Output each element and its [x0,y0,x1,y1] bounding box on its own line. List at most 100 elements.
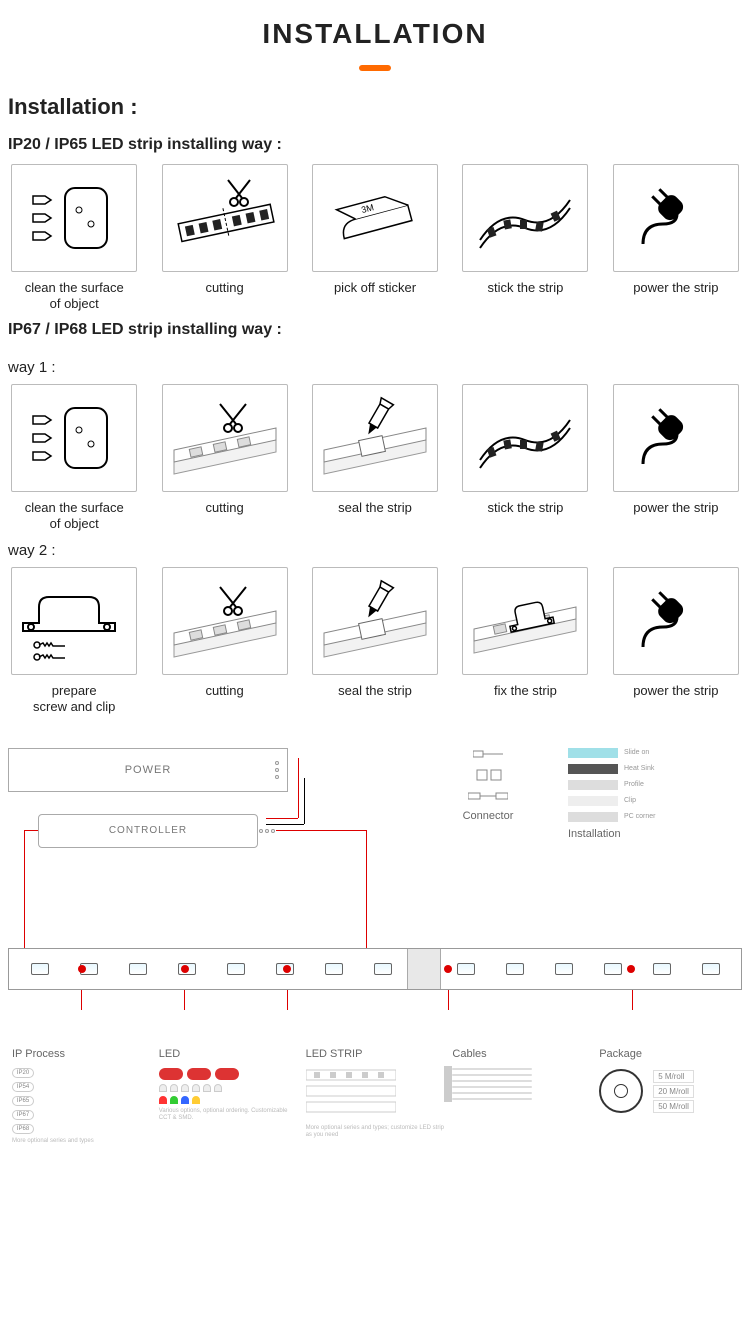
connector-mini-section: Connector [428,748,548,822]
w2-step-3-icon [462,567,588,675]
way2-label: way 2 : [0,532,750,567]
connector-3-icon [468,790,508,802]
connector-1-icon [473,748,503,760]
cables-header: Cables [452,1048,591,1060]
w1-step-3: stick the strip [459,384,591,533]
package-col: Package 5 M/roll20 M/roll50 M/roll [595,1048,742,1145]
w1-step-1-icon [162,384,288,492]
w1-step-0: clean the surfaceof object [8,384,140,533]
package-size: 50 M/roll [653,1100,694,1113]
power-box: POWER [8,748,288,792]
cables-col: Cables [448,1048,595,1145]
group2-title: IP67 / IP68 LED strip installing way : [0,313,750,349]
pin-0 [78,965,86,973]
strip-samples-icon [306,1068,396,1118]
w2-step-0: preparescrew and clip [8,567,140,716]
g1-step-2-label: pick off sticker [334,280,416,296]
ip-swatch: IP65 [12,1096,34,1106]
g1-step-0-label: clean the surfaceof object [25,280,124,313]
led-col: LED Various options, optional ordering. … [155,1048,302,1145]
w2-step-4: power the strip [610,567,742,716]
pin-4 [627,965,635,973]
w1-step-4-icon [613,384,739,492]
w1-step-0-label: clean the surfaceof object [25,500,124,533]
connector-label: Connector [428,810,548,822]
installation-mini-section: Slide on Heat Sink Profile Clip PC corner In… [568,748,738,840]
title-underline [0,58,750,76]
w2-step-2-icon [312,567,438,675]
ip-swatch: IP20 [12,1068,34,1078]
w1-step-3-icon [462,384,588,492]
w2-step-0-label: preparescrew and clip [33,683,115,716]
ip-footnote: More optional series and types [12,1138,151,1145]
install-mini-row: Heat Sink [568,764,738,774]
w2-step-3-label: fix the strip [494,683,557,699]
strip-connector [407,949,441,989]
controller-label: CONTROLLER [109,825,187,836]
bottom-detail-row: IP Process IP20IP54IP65IP67IP68 More opt… [8,1048,742,1145]
w1-step-3-label: stick the strip [487,500,563,516]
led-strip-diagram [8,948,742,990]
led-pill [159,1068,183,1080]
w2-step-1: cutting [158,567,290,716]
g1-step-0-icon [11,164,137,272]
w2-step-1-icon [162,567,288,675]
package-header: Package [599,1048,738,1060]
pin-3 [444,965,452,973]
ip-process-col: IP Process IP20IP54IP65IP67IP68 More opt… [8,1048,155,1145]
w2-step-0-icon [11,567,137,675]
pin-1 [181,965,189,973]
g1-step-1-label: cutting [205,280,243,296]
w2-step-3: fix the strip [459,567,591,716]
g1-step-0: clean the surfaceof object [8,164,140,313]
led-footnote: Various options, optional ordering. Cust… [159,1108,298,1122]
w1-step-4: power the strip [610,384,742,533]
main-title: INSTALLATION [0,0,750,50]
g1-step-2: 3M pick off sticker [309,164,441,313]
ip-swatch: IP67 [12,1110,34,1120]
power-label: POWER [125,764,172,776]
way1-label: way 1 : [0,349,750,384]
install-mini-row: Slide on [568,748,738,758]
w1-step-1: cutting [158,384,290,533]
w1-step-2: seal the strip [309,384,441,533]
pin-2 [283,965,291,973]
way1-steps: clean the surfaceof object cutting seal … [0,384,750,533]
ip-swatch: IP54 [12,1082,34,1092]
g1-step-3-icon [462,164,588,272]
package-roll-icon [599,1069,643,1113]
installation-label-top: Installation [568,828,738,840]
led-header: LED [159,1048,298,1060]
connector-2-icon [473,768,503,782]
group1-steps: clean the surfaceof object cutting 3M pi… [0,164,750,313]
wiring-diagram: POWER CONTROLLER [0,748,750,1165]
install-mini-row: Clip [568,796,738,806]
way2-steps: preparescrew and clip cutting seal the s… [0,567,750,716]
led-strip-col: LED STRIP More optional series and types… [302,1048,449,1145]
w2-step-2-label: seal the strip [338,683,412,699]
g1-step-1-icon [162,164,288,272]
led-strip-header: LED STRIP [306,1048,445,1060]
install-mini-row: Profile [568,780,738,790]
w1-step-1-label: cutting [205,500,243,516]
package-size: 20 M/roll [653,1085,694,1098]
strip-footnote: More optional series and types; customiz… [306,1125,445,1139]
w2-step-1-label: cutting [205,683,243,699]
w2-step-4-label: power the strip [633,683,718,699]
g1-step-2-icon: 3M [312,164,438,272]
w1-step-4-label: power the strip [633,500,718,516]
install-mini-row: PC corner [568,812,738,822]
controller-box: CONTROLLER [38,814,258,848]
section-title: Installation : [0,94,750,128]
w1-step-2-label: seal the strip [338,500,412,516]
g1-step-3: stick the strip [459,164,591,313]
w1-step-0-icon [11,384,137,492]
g1-step-1: cutting [158,164,290,313]
w2-step-2: seal the strip [309,567,441,716]
led-pill [187,1068,211,1080]
w2-step-4-icon [613,567,739,675]
g1-step-3-label: stick the strip [487,280,563,296]
g1-step-4-label: power the strip [633,280,718,296]
led-pill [215,1068,239,1080]
ip-swatch: IP68 [12,1124,34,1134]
